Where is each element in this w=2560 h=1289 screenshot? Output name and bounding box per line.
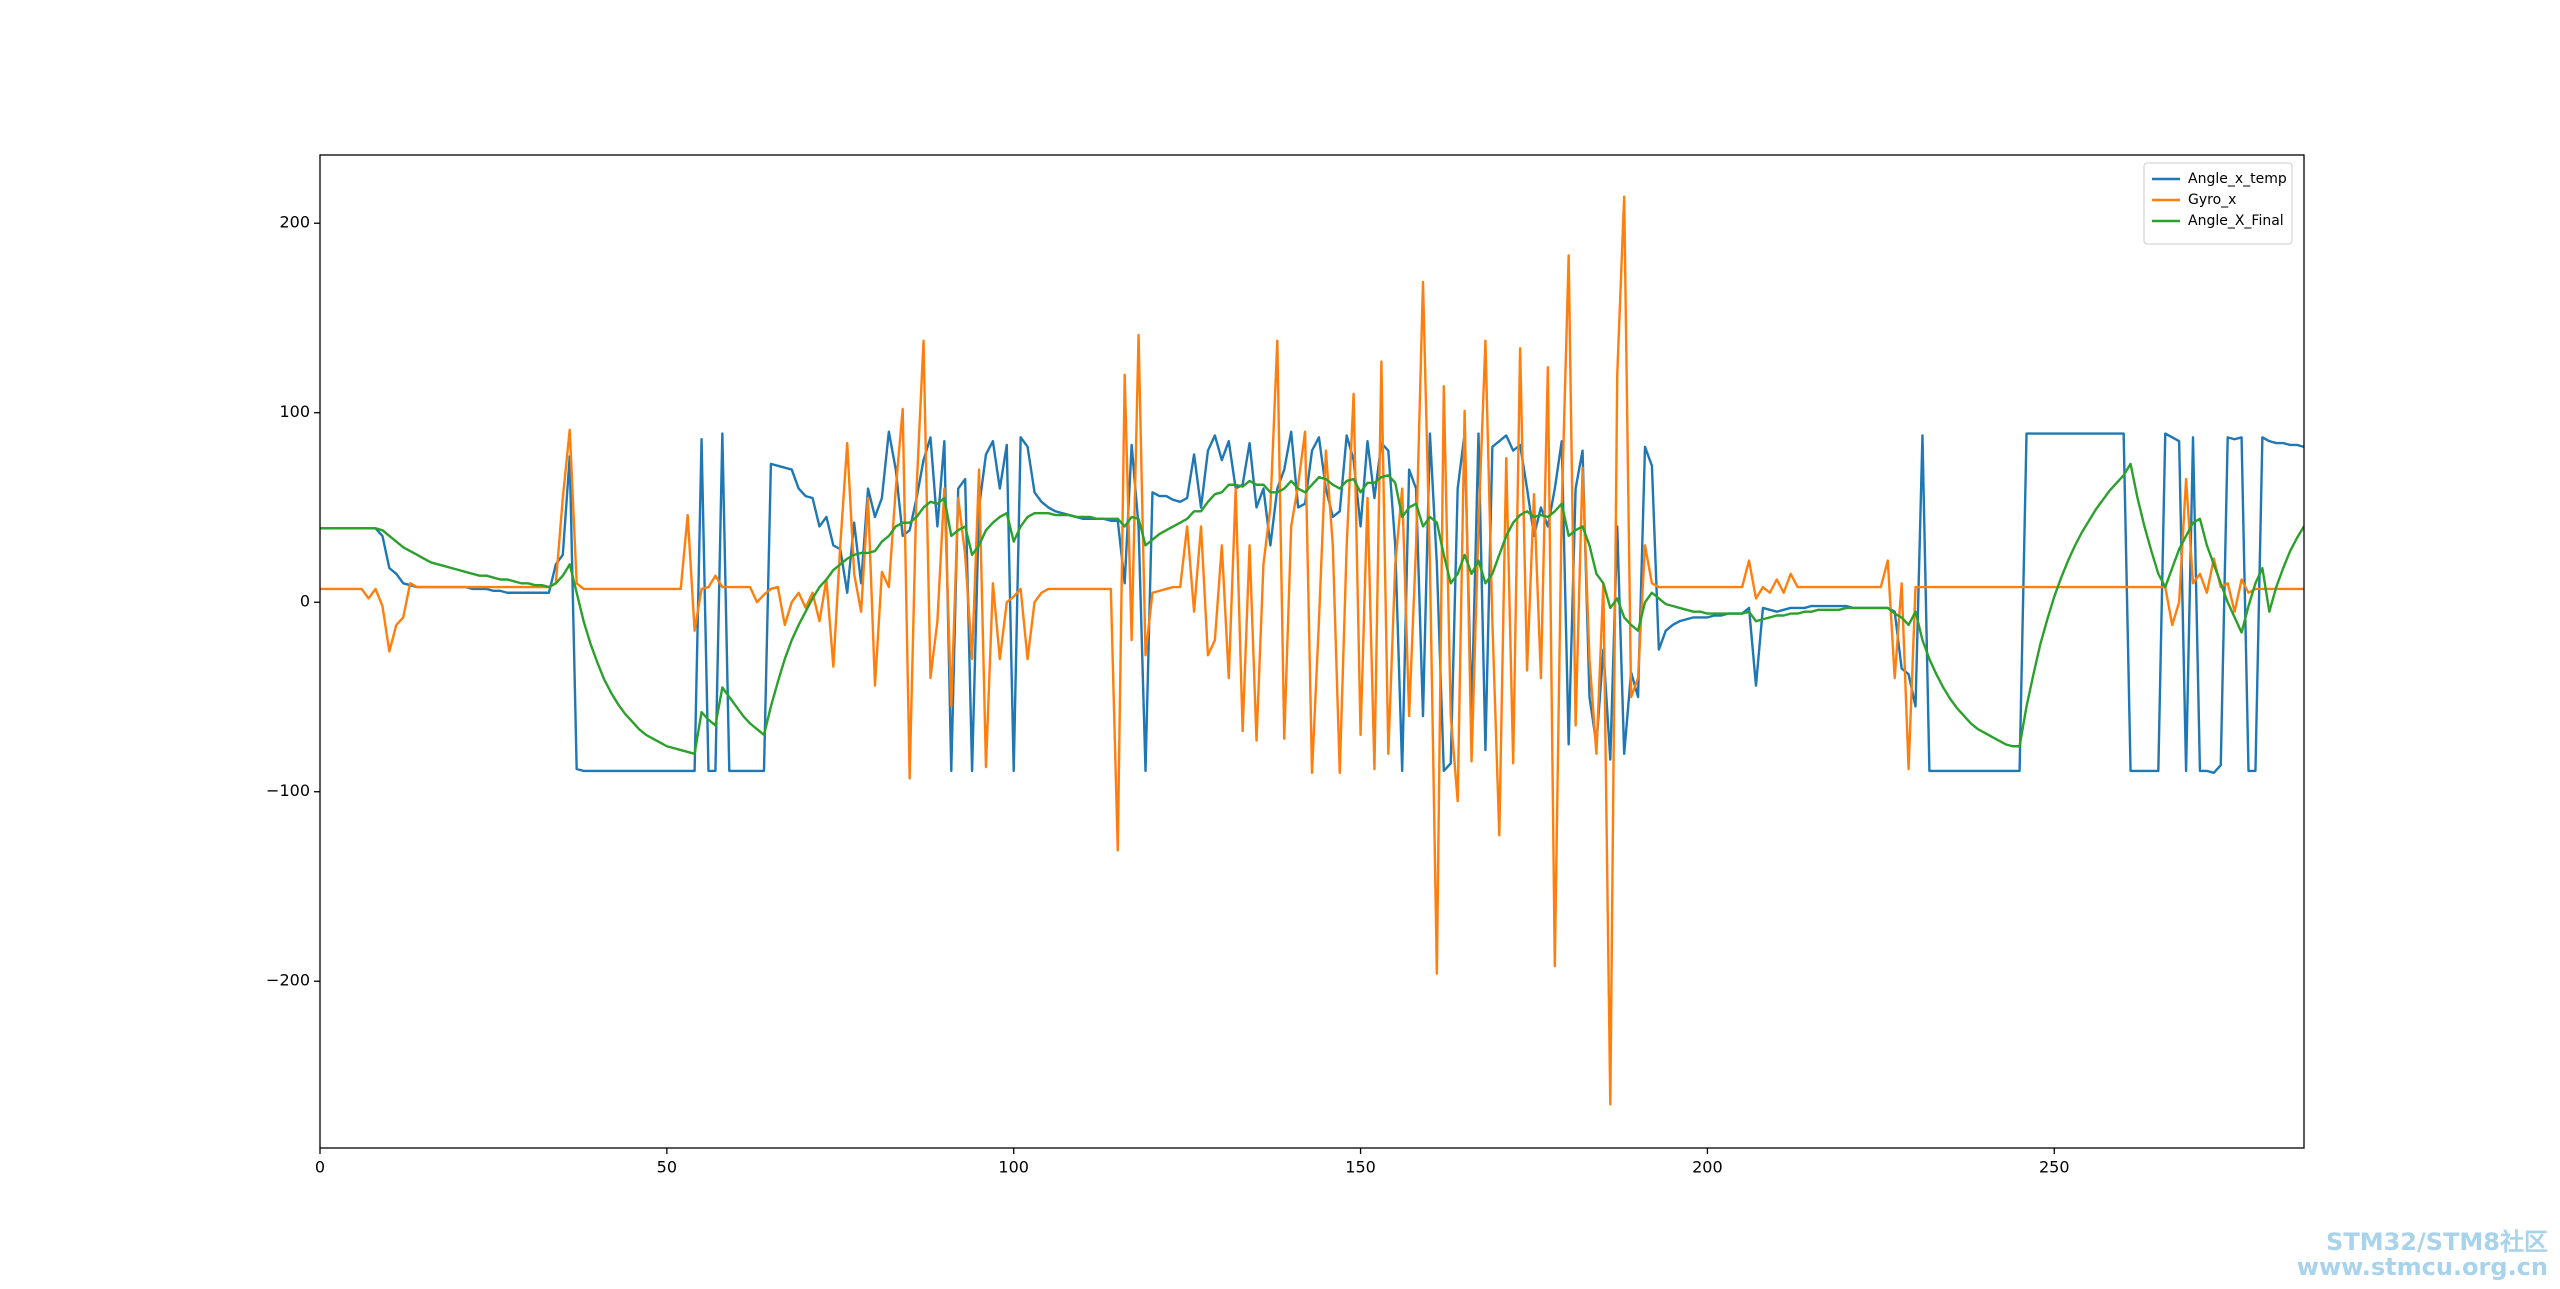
x-tick-label: 200 xyxy=(1692,1158,1723,1177)
line-series xyxy=(320,430,2304,774)
legend-label: Gyro_x xyxy=(2188,192,2236,208)
x-tick-label: 250 xyxy=(2039,1158,2070,1177)
y-tick-label: 100 xyxy=(279,402,310,421)
watermark: www.stmcu.org.cn xyxy=(2297,1253,2548,1281)
watermark: STM32/STM8社区 xyxy=(2326,1228,2548,1256)
x-tick-label: 150 xyxy=(1345,1158,1376,1177)
legend-label: Angle_x_temp xyxy=(2188,171,2287,187)
line-series xyxy=(320,195,2304,1106)
plot-frame xyxy=(319,154,2305,1149)
x-tick-label: 100 xyxy=(998,1158,1029,1177)
line-series xyxy=(320,462,2304,756)
y-tick-label: 200 xyxy=(279,213,310,232)
x-tick-label: 50 xyxy=(657,1158,677,1177)
legend-label: Angle_X_Final xyxy=(2188,213,2284,229)
y-tick-label: −100 xyxy=(266,781,310,800)
y-tick-label: −200 xyxy=(266,971,310,990)
y-tick-label: 0 xyxy=(300,592,310,611)
legend-box xyxy=(2143,162,2293,245)
x-tick-label: 0 xyxy=(315,1158,325,1177)
